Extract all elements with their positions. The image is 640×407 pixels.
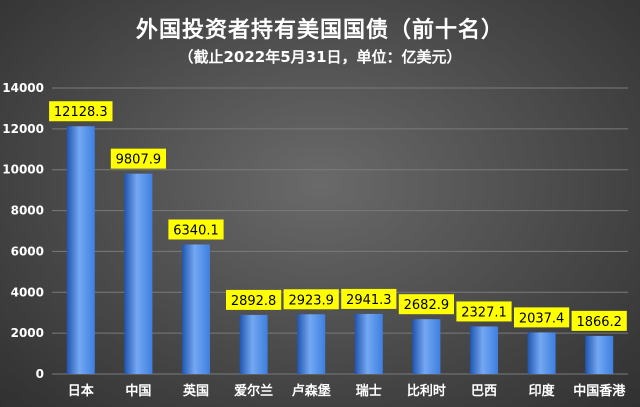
bar: [182, 244, 210, 374]
x-category-label: 巴西: [471, 384, 497, 399]
x-category-label: 中国香港: [573, 383, 626, 399]
data-label-box: [341, 288, 397, 309]
data-label-box: [571, 310, 627, 331]
bar: [354, 313, 383, 374]
data-label: 9807.9: [116, 153, 162, 168]
data-label-box: [110, 148, 166, 169]
data-label-box: [283, 289, 339, 310]
data-label-box: [514, 307, 570, 328]
x-category-label: 瑞士: [356, 383, 382, 399]
y-axis: 0 2000 4000 6000 8000 10000 12000 14000: [2, 81, 44, 381]
y-tick-label: 0: [36, 367, 44, 381]
data-label: 1866.2: [576, 315, 622, 330]
data-label: 2682.9: [404, 298, 450, 313]
data-label: 2037.4: [519, 311, 565, 326]
data-label: 2941.3: [346, 293, 392, 308]
x-category-label: 英国: [182, 383, 209, 399]
x-category-label: 日本: [68, 383, 94, 399]
data-label: 2892.8: [231, 294, 277, 309]
y-tick-label: 8000: [11, 204, 44, 218]
y-tick-label: 4000: [11, 285, 44, 299]
x-category-label: 比利时: [407, 383, 446, 399]
data-label-box: [49, 101, 113, 122]
bar: [297, 314, 326, 374]
x-category-label: 爱尔兰: [234, 383, 273, 399]
y-tick-label: 10000: [2, 163, 44, 177]
bar: [239, 314, 268, 374]
bar: [66, 126, 95, 374]
data-label-box: [168, 219, 224, 240]
x-category-label: 中国: [125, 383, 151, 399]
chart-subtitle: （截止2022年5月31日，单位：亿美元）: [178, 48, 462, 66]
data-label: 12128.3: [54, 105, 108, 120]
bar: [470, 326, 498, 374]
data-label: 2923.9: [288, 293, 334, 308]
bar: [585, 335, 614, 374]
data-label: 2327.1: [461, 305, 507, 320]
bars: [66, 126, 614, 374]
data-label-box: [456, 301, 512, 322]
data-label-box: [226, 289, 282, 310]
bar: [527, 332, 556, 374]
x-category-label: 印度: [529, 383, 556, 399]
data-label-box: [398, 294, 454, 315]
y-tick-label: 2000: [11, 326, 44, 340]
y-tick-label: 12000: [2, 122, 44, 136]
data-label: 6340.1: [173, 223, 219, 238]
data-labels: 12128.3 9807.9 6340.1 2892.8 2923.9 2941.3 268…: [49, 101, 627, 331]
x-category-label: 卢森堡: [292, 383, 331, 399]
y-tick-label: 6000: [11, 244, 44, 258]
bar: [124, 173, 153, 374]
y-tick-label: 14000: [2, 81, 44, 95]
x-axis: 日本 中国 英国 爱尔兰 卢森堡 瑞士 比利时 巴西 印度 中国香港: [68, 383, 626, 399]
chart-title: 外国投资者持有美国国债（前十名）: [135, 18, 504, 43]
bar: [412, 319, 441, 374]
